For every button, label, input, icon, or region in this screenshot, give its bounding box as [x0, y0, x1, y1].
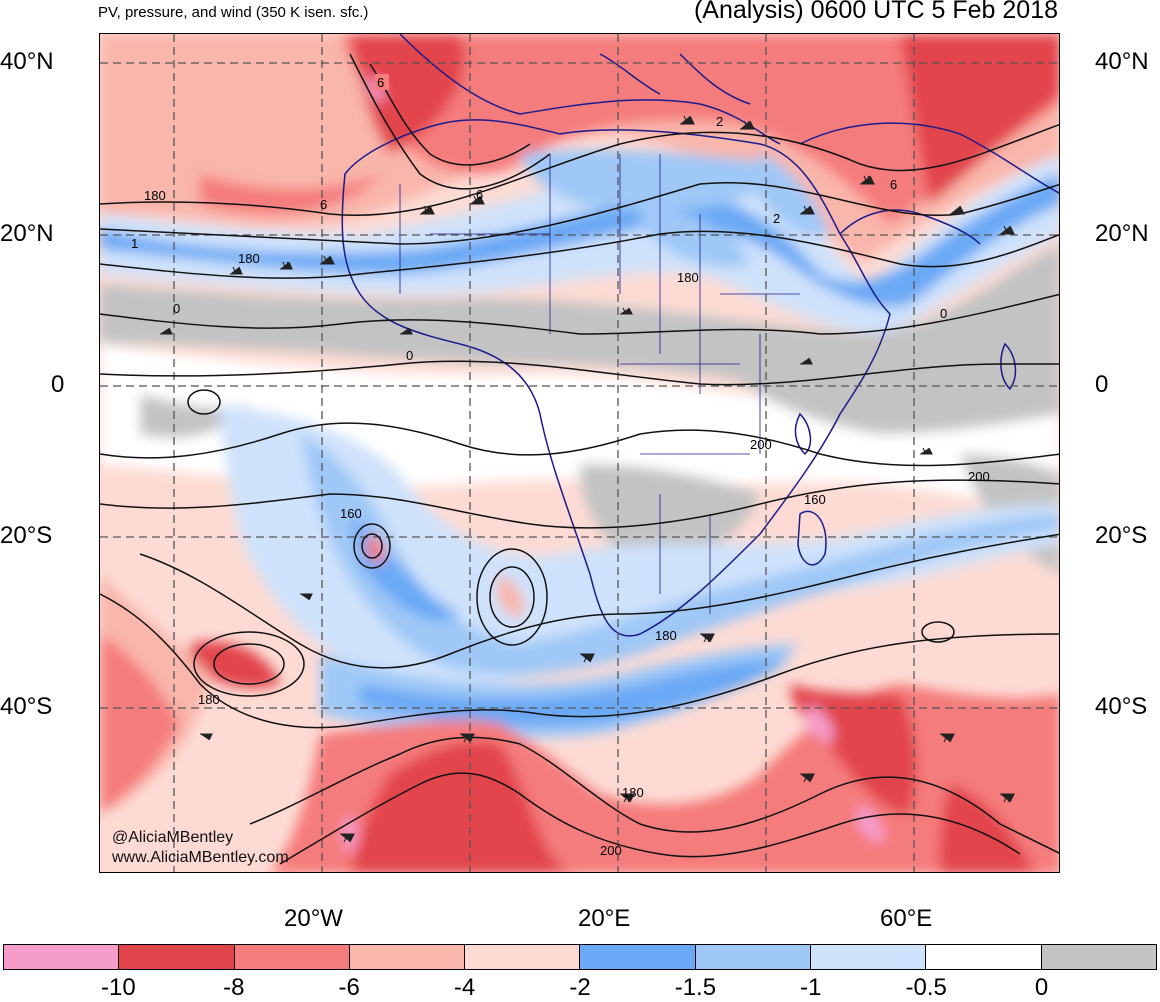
colorbar-segment: [4, 945, 120, 969]
contour-label: 200: [968, 469, 990, 484]
lat-label-20s-left: 20°S: [0, 522, 53, 549]
lat-label-40n-right: 40°N: [1095, 48, 1149, 75]
lon-label-20e: 20°E: [578, 905, 631, 932]
contour-label: 180: [622, 785, 644, 800]
lat-label-20n-right: 20°N: [1095, 220, 1149, 247]
country-borders: [399, 154, 800, 614]
credit-twitter: @AliciaMBentley: [112, 829, 234, 846]
contour-label: 180: [198, 692, 220, 707]
colorbar-segment: [695, 945, 812, 969]
colorbar-label: -0.5: [905, 974, 947, 1001]
colorbar-segment: [1041, 945, 1156, 969]
contour-label: 200: [600, 843, 622, 858]
contour-labels: 6 180 6 6 2 2 1 180 0 0 180 0 200 200 16…: [131, 74, 990, 858]
colorbar-label: -6: [338, 974, 360, 1001]
colorbar-label: -4: [453, 974, 476, 1001]
contour-label: 180: [144, 188, 166, 203]
lat-label-eq-right: 0: [1095, 371, 1109, 398]
colorbar-segment: [811, 945, 927, 969]
contour-label: 2: [773, 211, 780, 226]
colorbar-label: -8: [223, 974, 245, 1001]
lon-label-20w: 20°W: [284, 905, 343, 932]
lat-lon-grid: [100, 34, 1059, 872]
colorbar-segment: [234, 945, 350, 969]
colorbar-label: -10: [101, 974, 136, 1001]
colorbar-label: -1.5: [674, 974, 717, 1001]
lat-label-20s-right: 20°S: [1095, 522, 1148, 549]
lat-label-40s-right: 40°S: [1095, 693, 1148, 720]
contour-label: 180: [677, 270, 699, 285]
chart-title-right: (Analysis) 0600 UTC 5 Feb 2018: [693, 0, 1058, 24]
credit-website: www.AliciaMBentley.com: [112, 849, 289, 866]
contour-label: 0: [406, 348, 413, 363]
lon-label-60e: 60°E: [880, 905, 933, 932]
contour-label: 6: [320, 197, 327, 212]
map-panel: 6 180 6 6 2 2 1 180 0 0 180 0 200 200 16…: [99, 33, 1060, 873]
lat-label-40n-left: 40°N: [0, 48, 54, 75]
coastlines: [341, 34, 1059, 637]
pv-map: 6 180 6 6 2 2 1 180 0 0 180 0 200 200 16…: [100, 34, 1059, 872]
contour-label: 180: [238, 251, 260, 266]
lat-label-eq-left: 0: [51, 371, 65, 398]
colorbar: [3, 944, 1157, 970]
contour-label: 6: [890, 177, 897, 192]
contour-label: 160: [340, 506, 362, 521]
contour-label: 180: [655, 628, 677, 643]
lat-label-40s-left: 40°S: [0, 693, 53, 720]
colorbar-label: 0: [1034, 974, 1049, 1001]
contour-label: 0: [173, 301, 180, 316]
chart-title-left: PV, pressure, and wind (350 K isen. sfc.…: [98, 4, 369, 21]
lat-label-20n-left: 20°N: [0, 220, 54, 247]
contour-label: 1: [131, 236, 138, 251]
contour-label: 0: [940, 306, 947, 321]
colorbar-label: -1: [800, 974, 822, 1001]
contour-label: 6: [377, 75, 384, 90]
colorbar-label: -2: [569, 974, 591, 1001]
wind-barbs: [160, 115, 1015, 843]
contour-label: 2: [716, 114, 723, 129]
pressure-contours: [100, 53, 1059, 865]
colorbar-segment: [119, 945, 235, 969]
colorbar-segment: [926, 945, 1042, 969]
colorbar-segment: [349, 945, 466, 969]
colorbar-segment: [580, 945, 696, 969]
colorbar-segment: [465, 945, 581, 969]
contour-label: 160: [804, 492, 826, 507]
contour-label: 6: [476, 187, 483, 202]
contour-label: 200: [750, 437, 772, 452]
